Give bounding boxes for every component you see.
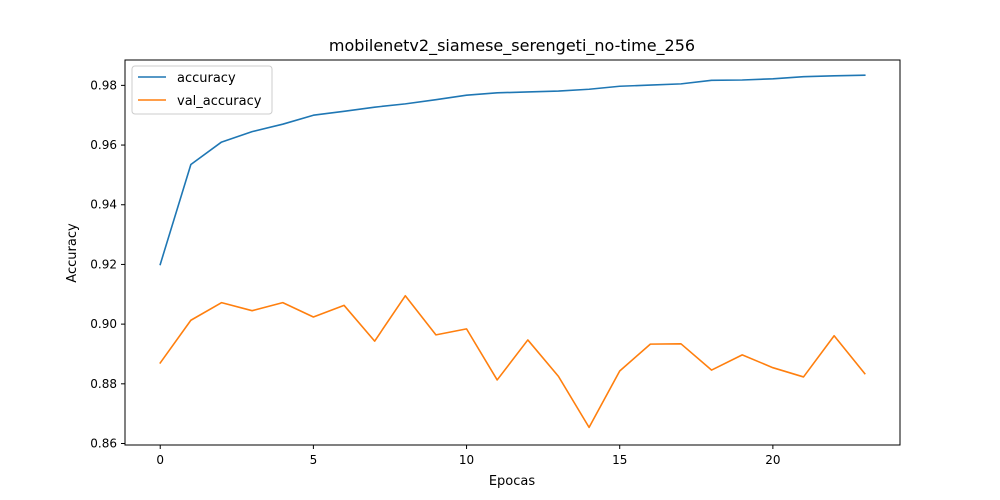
legend-box bbox=[131, 65, 273, 115]
legend-label-accuracy: accuracy bbox=[177, 71, 236, 86]
x-tick-label: 5 bbox=[310, 453, 318, 467]
x-tick-label: 20 bbox=[765, 453, 780, 467]
y-tick-label: 0.86 bbox=[90, 437, 117, 451]
legend: accuracy val_accuracy bbox=[131, 65, 273, 115]
plot-area bbox=[124, 59, 901, 446]
x-tick-label: 0 bbox=[156, 453, 164, 467]
x-axis-label: Epocas bbox=[489, 474, 536, 489]
y-tick-label: 0.88 bbox=[90, 377, 117, 391]
x-tick-label: 10 bbox=[459, 453, 474, 467]
legend-label-val-accuracy: val_accuracy bbox=[177, 94, 262, 109]
y-tick-label: 0.92 bbox=[90, 257, 117, 271]
series-lines bbox=[159, 74, 866, 429]
x-tick-label: 15 bbox=[612, 453, 627, 467]
x-axis: 0 5 10 15 20 bbox=[156, 445, 781, 467]
y-tick-label: 0.94 bbox=[90, 198, 117, 212]
y-axis: 0.86 0.88 0.90 0.92 0.94 0.96 0.98 bbox=[90, 78, 125, 451]
chart-title: mobilenetv2_siamese_serengeti_no-time_25… bbox=[329, 36, 695, 56]
y-tick-label: 0.96 bbox=[90, 138, 117, 152]
y-axis-label: Accuracy bbox=[65, 223, 80, 283]
series-line-accuracy bbox=[159, 74, 866, 266]
y-tick-label: 0.90 bbox=[90, 317, 117, 331]
plot-frame bbox=[124, 59, 901, 446]
y-tick-label: 0.98 bbox=[90, 78, 117, 92]
series-line-val-accuracy bbox=[159, 294, 866, 429]
